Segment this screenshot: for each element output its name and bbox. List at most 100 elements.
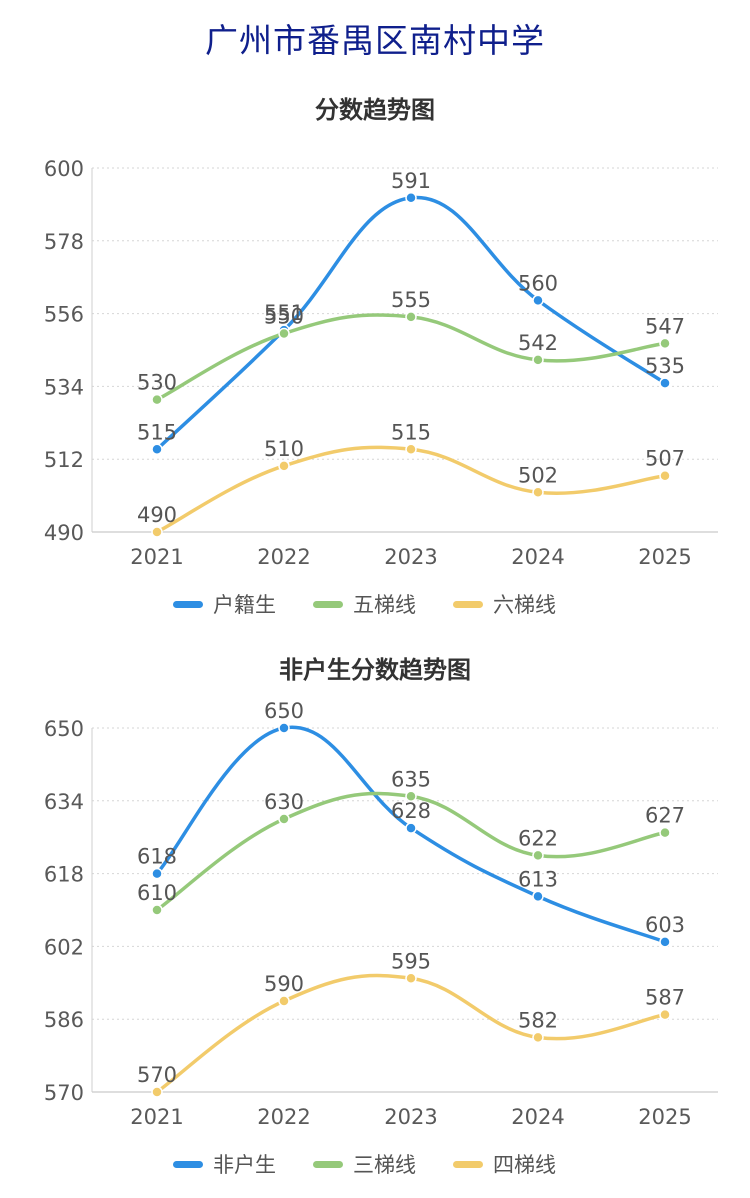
data-label: 490 — [137, 503, 177, 527]
data-point[interactable] — [659, 337, 671, 350]
legend-label[interactable]: 三梯线 — [353, 1153, 416, 1177]
legend-label[interactable]: 户籍生 — [213, 593, 276, 617]
chart-title: 非户生分数趋势图 — [279, 656, 471, 684]
data-label: 595 — [391, 949, 431, 973]
legend-swatch[interactable] — [173, 1161, 203, 1168]
y-tick-label: 586 — [44, 1008, 84, 1032]
series-line — [155, 313, 667, 402]
x-tick-label: 2022 — [257, 545, 310, 569]
data-point[interactable] — [151, 526, 163, 538]
x-tick-label: 2024 — [511, 545, 564, 569]
data-point[interactable] — [659, 377, 671, 389]
data-point[interactable] — [659, 826, 671, 839]
data-label: 507 — [645, 447, 685, 471]
non-resident-score-trend-chart: 非户生分数趋势图 570 586 602 618 634 650 2021 2022 2023 20… — [0, 648, 750, 1193]
legend-swatch[interactable] — [313, 1161, 343, 1168]
y-tick-label: 650 — [44, 717, 84, 741]
data-label: 510 — [264, 437, 304, 461]
x-tick-label: 2021 — [130, 1105, 183, 1129]
y-tick-label: 570 — [44, 1081, 84, 1105]
data-point[interactable] — [151, 904, 163, 916]
data-label: 542 — [518, 331, 558, 355]
data-point[interactable] — [405, 311, 417, 323]
chart-svg-1: 分数趋势图 490 512 534 556 578 600 2021 2022 2023 2024 2… — [44, 96, 718, 617]
y-tick-label: 556 — [44, 303, 84, 327]
data-label: 618 — [137, 845, 177, 869]
data-label: 603 — [645, 913, 685, 937]
legend-label[interactable]: 四梯线 — [493, 1153, 556, 1177]
x-tick-label: 2021 — [130, 545, 183, 569]
data-label: 582 — [518, 1008, 558, 1032]
legend-label[interactable]: 六梯线 — [493, 593, 556, 617]
data-point[interactable] — [151, 443, 163, 456]
data-point[interactable] — [278, 327, 290, 340]
data-point[interactable] — [151, 867, 163, 880]
data-label: 502 — [518, 463, 558, 487]
data-point[interactable] — [405, 443, 417, 456]
y-tick-label: 634 — [44, 790, 84, 814]
data-label: 530 — [137, 371, 177, 395]
data-label: 628 — [391, 799, 431, 823]
data-label: 622 — [518, 826, 558, 850]
chart-title: 分数趋势图 — [315, 96, 435, 124]
x-tick-label: 2025 — [638, 1105, 691, 1129]
data-point[interactable] — [659, 1008, 671, 1021]
data-label: 515 — [391, 420, 431, 444]
legend-label[interactable]: 五梯线 — [353, 593, 416, 617]
score-trend-chart: 分数趋势图 490 512 534 556 578 600 2021 2022 2023 2024 2… — [0, 88, 750, 628]
y-tick-label: 618 — [44, 863, 84, 887]
data-point[interactable] — [532, 354, 544, 366]
y-tick-label: 512 — [44, 448, 84, 472]
legend-swatch[interactable] — [173, 601, 203, 608]
data-label: 560 — [518, 271, 558, 295]
data-label: 515 — [137, 420, 177, 444]
data-point[interactable] — [532, 1031, 544, 1044]
data-point[interactable] — [278, 722, 290, 734]
data-point[interactable] — [405, 822, 417, 834]
data-point[interactable] — [278, 460, 290, 472]
y-tick-label: 578 — [44, 230, 84, 254]
data-label: 627 — [645, 804, 685, 828]
data-point[interactable] — [278, 995, 290, 1007]
y-tick-label: 490 — [44, 521, 84, 545]
data-point[interactable] — [405, 790, 417, 802]
legend-swatch[interactable] — [313, 601, 343, 608]
data-label: 613 — [518, 867, 558, 891]
y-tick-label: 602 — [44, 935, 84, 959]
data-point[interactable] — [405, 192, 417, 204]
legend-swatch[interactable] — [453, 1161, 483, 1168]
x-tick-label: 2022 — [257, 1105, 310, 1129]
page-title: 广州市番禺区南村中学 — [205, 21, 545, 60]
data-point[interactable] — [405, 972, 417, 984]
data-point[interactable] — [532, 486, 544, 499]
series-line — [155, 725, 667, 944]
legend-label[interactable]: 非户生 — [213, 1153, 276, 1177]
data-label: 587 — [645, 986, 685, 1010]
data-point[interactable] — [659, 469, 671, 482]
series-line — [155, 195, 667, 452]
data-label: 590 — [264, 972, 304, 996]
data-label: 570 — [137, 1063, 177, 1087]
data-label: 610 — [137, 881, 177, 905]
data-label: 547 — [645, 314, 685, 338]
x-tick-label: 2023 — [384, 1105, 437, 1129]
series-line — [155, 973, 667, 1094]
data-label: 635 — [391, 767, 431, 791]
y-tick-label: 600 — [44, 157, 84, 181]
data-point[interactable] — [151, 393, 163, 406]
data-label: 650 — [264, 699, 304, 723]
data-point[interactable] — [151, 1086, 163, 1098]
x-tick-label: 2024 — [511, 1105, 564, 1129]
series-line — [155, 445, 667, 534]
data-point[interactable] — [532, 294, 544, 307]
data-label: 591 — [391, 169, 431, 193]
x-tick-label: 2025 — [638, 545, 691, 569]
legend-swatch[interactable] — [453, 601, 483, 608]
x-tick-label: 2023 — [384, 545, 437, 569]
data-point[interactable] — [659, 936, 671, 948]
data-label: 535 — [645, 354, 685, 378]
data-point[interactable] — [532, 849, 544, 862]
data-label: 551 — [264, 301, 304, 325]
data-point[interactable] — [532, 890, 544, 903]
data-point[interactable] — [278, 813, 290, 825]
